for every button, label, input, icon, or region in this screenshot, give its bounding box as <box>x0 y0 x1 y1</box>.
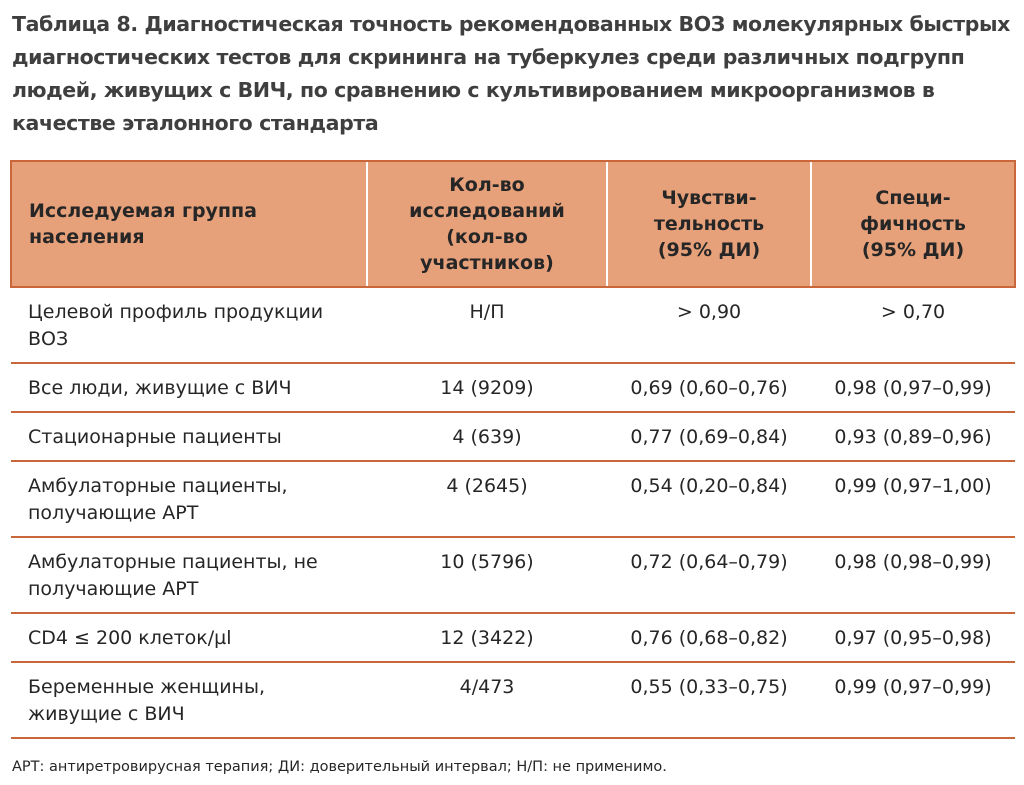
cell-studies: 12 (3422) <box>367 613 607 663</box>
table-row: Все люди, живущие с ВИЧ 14 (9209) 0,69 (… <box>11 363 1015 413</box>
cell-sensitivity: 0,55 (0,33–0,75) <box>607 662 811 739</box>
cell-studies: 14 (9209) <box>367 363 607 413</box>
header-sensitivity: Чувстви- тельность (95% ДИ) <box>606 160 811 288</box>
table-row: Стационарные пациенты 4 (639) 0,77 (0,69… <box>11 412 1015 462</box>
cell-sensitivity: 0,54 (0,20–0,84) <box>607 461 811 538</box>
header-row: Исследуемая группа населения Кол-во иссл… <box>10 160 1016 288</box>
cell-group: Все люди, живущие с ВИЧ <box>11 363 367 413</box>
table-row: CD4 ≤ 200 клеток/µl 12 (3422) 0,76 (0,68… <box>11 613 1015 663</box>
header-sensitivity-label: Чувстви- тельность (95% ДИ) <box>653 187 765 261</box>
cell-group: Беременные женщины, живущие с ВИЧ <box>11 662 367 739</box>
cell-group: Стационарные пациенты <box>11 412 367 462</box>
cell-specificity: 0,98 (0,98–0,99) <box>811 537 1015 614</box>
table-title: Таблица 8. Диагностическая точность реко… <box>12 12 1010 135</box>
header-specificity-label: Специ- фичность (95% ДИ) <box>860 187 966 261</box>
cell-specificity: > 0,70 <box>811 287 1015 364</box>
table-row: Беременные женщины, живущие с ВИЧ 4/473 … <box>11 662 1015 739</box>
data-table: Исследуемая группа населения Кол-во иссл… <box>10 160 1016 739</box>
cell-specificity: 0,93 (0,89–0,96) <box>811 412 1015 462</box>
table-row: Амбулаторные пациенты, получающие АРТ 4 … <box>11 461 1015 538</box>
header-group-label: Исследуемая группа населения <box>29 200 257 248</box>
header-specificity: Специ- фичность (95% ДИ) <box>810 160 1016 288</box>
cell-studies: 4/473 <box>367 662 607 739</box>
table-body: Целевой профиль продукции ВОЗ Н/П > 0,90… <box>11 287 1015 739</box>
cell-group: Целевой профиль продукции ВОЗ <box>11 287 367 364</box>
cell-sensitivity: 0,76 (0,68–0,82) <box>607 613 811 663</box>
table-row: Амбулаторные пациенты, не получающие АРТ… <box>11 537 1015 614</box>
header-group: Исследуемая группа населения <box>10 160 367 288</box>
header-studies-label: Кол-во исследований (кол-во участников) <box>409 174 565 274</box>
cell-studies: 4 (639) <box>367 412 607 462</box>
cell-sensitivity: 0,72 (0,64–0,79) <box>607 537 811 614</box>
table-header: Исследуемая группа населения Кол-во иссл… <box>10 160 1016 288</box>
cell-sensitivity: > 0,90 <box>607 287 811 364</box>
cell-studies: 10 (5796) <box>367 537 607 614</box>
cell-group: CD4 ≤ 200 клеток/µl <box>11 613 367 663</box>
cell-specificity: 0,98 (0,97–0,99) <box>811 363 1015 413</box>
cell-group: Амбулаторные пациенты, получающие АРТ <box>11 461 367 538</box>
table-footnote: АРТ: антиретровирусная терапия; ДИ: дове… <box>12 759 667 775</box>
cell-group: Амбулаторные пациенты, не получающие АРТ <box>11 537 367 614</box>
cell-studies: Н/П <box>367 287 607 364</box>
header-studies: Кол-во исследований (кол-во участников) <box>366 160 607 288</box>
cell-sensitivity: 0,69 (0,60–0,76) <box>607 363 811 413</box>
cell-sensitivity: 0,77 (0,69–0,84) <box>607 412 811 462</box>
cell-specificity: 0,97 (0,95–0,98) <box>811 613 1015 663</box>
cell-studies: 4 (2645) <box>367 461 607 538</box>
cell-specificity: 0,99 (0,97–1,00) <box>811 461 1015 538</box>
table-row: Целевой профиль продукции ВОЗ Н/П > 0,90… <box>11 287 1015 364</box>
cell-specificity: 0,99 (0,97–0,99) <box>811 662 1015 739</box>
